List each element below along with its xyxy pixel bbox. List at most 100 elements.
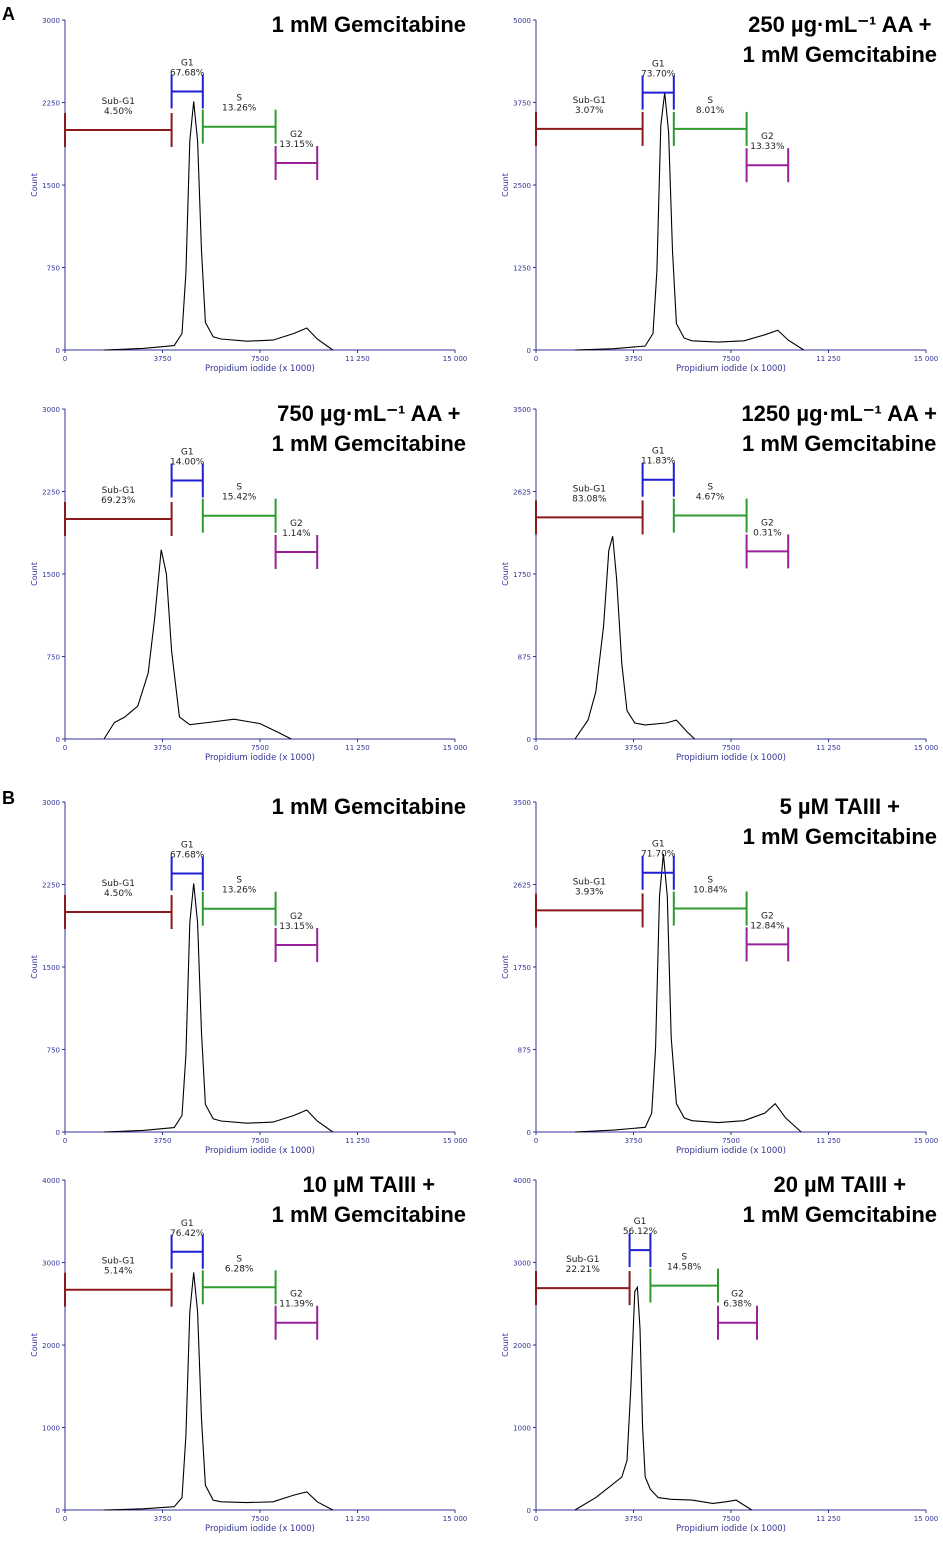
x-tick-label: 0: [63, 1515, 67, 1523]
y-tick-label: 0: [527, 1507, 531, 1515]
y-axis-label: Count: [30, 1333, 39, 1357]
y-tick-label: 1250: [513, 265, 531, 273]
gate-s-name: S: [707, 96, 713, 106]
gate-g2-name: G2: [761, 911, 774, 921]
y-tick-label: 875: [518, 1047, 531, 1055]
chart-panel: 0 750 1500 2250 3000 0 3750 7500 11 250 15 000 Pro…: [0, 0, 472, 387]
y-axis-label: Count: [30, 173, 39, 197]
gate-g1-percent: 11.83%: [641, 457, 676, 467]
y-tick-label: 5000: [513, 17, 531, 25]
gate-s-percent: 14.58%: [667, 1263, 702, 1273]
histogram-line: [574, 536, 695, 740]
gate-g1-name: G1: [181, 841, 194, 851]
x-tick-label: 0: [534, 1137, 538, 1145]
y-tick-label: 2625: [513, 882, 531, 890]
gate-g2-name: G2: [290, 1290, 303, 1300]
chart-panel: 0 875 1750 2625 3500 0 3750 7500 11 250 15 000 Pro…: [471, 782, 943, 1169]
x-tick-label: 3750: [154, 1515, 172, 1523]
chart-title-line: 1 mM Gemcitabine: [271, 12, 466, 37]
histogram-line: [103, 1272, 334, 1511]
gate-s-name: S: [707, 483, 713, 493]
y-tick-label: 2625: [513, 489, 531, 497]
histogram-line: [574, 1285, 753, 1511]
histogram-line: [574, 92, 805, 351]
x-axis-label: Propidium iodide (x 1000): [676, 1146, 786, 1156]
chart-title-line: 750 µg·mL⁻¹ AA +: [277, 401, 461, 426]
gate-g1-name: G1: [181, 1219, 194, 1229]
gate-g2-percent: 13.33%: [750, 142, 785, 152]
y-axis-label: Count: [501, 1333, 510, 1357]
y-tick-label: 1500: [42, 182, 60, 190]
gate-g2-name: G2: [290, 130, 303, 140]
gate-g2-percent: 6.38%: [723, 1300, 752, 1310]
gate-subg1-name: Sub-G1: [573, 96, 606, 106]
gate-g1-name: G1: [181, 59, 194, 69]
gate-g2-name: G2: [731, 1290, 744, 1300]
y-tick-label: 750: [47, 1047, 60, 1055]
x-axis-label: Propidium iodide (x 1000): [205, 753, 315, 763]
chart-panel: 0 875 1750 2625 3500 0 3750 7500 11 250 15 000 Pro…: [471, 389, 943, 776]
gate-g1-name: G1: [181, 448, 194, 458]
y-tick-label: 2250: [42, 882, 60, 890]
y-axis-label: Count: [30, 562, 39, 586]
histogram-chart: 0 750 1500 2250 3000 0 3750 7500 11 250 15 000 Pro…: [30, 799, 467, 1156]
x-tick-label: 0: [63, 744, 67, 752]
y-tick-label: 875: [518, 654, 531, 662]
y-tick-label: 1000: [513, 1425, 531, 1433]
gate-subg1-name: Sub-G1: [102, 1257, 135, 1267]
y-tick-label: 4000: [42, 1177, 60, 1185]
y-tick-label: 1750: [513, 571, 531, 579]
gate-subg1-percent: 3.93%: [575, 887, 604, 897]
y-tick-label: 0: [56, 347, 60, 355]
chart-title-line: 1250 µg·mL⁻¹ AA +: [741, 401, 937, 426]
gate-subg1-name: Sub-G1: [102, 879, 135, 889]
y-axis-label: Count: [501, 562, 510, 586]
gate-g1-name: G1: [652, 60, 665, 70]
chart-title: 10 µM TAIII + 1 mM Gemcitabine: [272, 1170, 466, 1230]
y-tick-label: 2000: [513, 1342, 531, 1350]
gate-g2-percent: 13.15%: [279, 922, 314, 932]
chart-title: 5 µM TAIII + 1 mM Gemcitabine: [743, 792, 937, 852]
gate-g1-name: G1: [634, 1217, 647, 1227]
x-tick-label: 0: [534, 744, 538, 752]
gate-subg1-name: Sub-G1: [573, 877, 606, 887]
x-axis-label: Propidium iodide (x 1000): [676, 1524, 786, 1534]
x-tick-label: 3750: [625, 1137, 643, 1145]
histogram-chart: 0 1250 2500 3750 5000 0 3750 7500 11 250 15 000 Pr…: [501, 17, 938, 374]
gate-g1-percent: 71.70%: [641, 850, 676, 860]
chart-title-line: 1 mM Gemcitabine: [742, 824, 937, 849]
x-tick-label: 11 250: [345, 744, 370, 752]
chart-title-line: 10 µM TAIII +: [302, 1172, 436, 1197]
gate-s-name: S: [681, 1253, 687, 1263]
chart-title: 1 mM Gemcitabine: [272, 10, 466, 40]
x-tick-label: 15 000: [914, 1515, 939, 1523]
gate-g1-percent: 56.12%: [623, 1227, 658, 1237]
histogram-chart: 0 750 1500 2250 3000 0 3750 7500 11 250 15 000 Pro…: [30, 406, 467, 763]
chart-title-line: 1 mM Gemcitabine: [742, 1202, 937, 1227]
gate-g2-percent: 0.31%: [753, 528, 782, 538]
y-tick-label: 750: [47, 654, 60, 662]
x-tick-label: 11 250: [816, 744, 841, 752]
chart-panel: 0 1250 2500 3750 5000 0 3750 7500 11 250 15 000 Pr…: [471, 0, 943, 387]
gate-s-name: S: [236, 483, 242, 493]
chart-title-line: 1 mM Gemcitabine: [271, 431, 466, 456]
y-tick-label: 2000: [42, 1342, 60, 1350]
gate-subg1-percent: 4.50%: [104, 889, 133, 899]
gate-s-percent: 8.01%: [696, 106, 725, 116]
x-tick-label: 7500: [722, 1515, 740, 1523]
chart-title: 20 µM TAIII + 1 mM Gemcitabine: [743, 1170, 937, 1230]
y-tick-label: 1500: [42, 571, 60, 579]
y-axis-label: Count: [501, 955, 510, 979]
y-tick-label: 750: [47, 265, 60, 273]
gate-g1-percent: 14.00%: [170, 458, 205, 468]
chart-title: 1250 µg·mL⁻¹ AA + 1 mM Gemcitabine: [741, 399, 937, 459]
x-axis-label: Propidium iodide (x 1000): [205, 364, 315, 374]
x-tick-label: 3750: [154, 744, 172, 752]
x-tick-label: 11 250: [345, 355, 370, 363]
chart-title: 250 µg·mL⁻¹ AA + 1 mM Gemcitabine: [743, 10, 937, 70]
x-tick-label: 11 250: [816, 1137, 841, 1145]
chart-title-line: 1 mM Gemcitabine: [271, 794, 466, 819]
gate-s-percent: 15.42%: [222, 493, 257, 503]
gate-g1-name: G1: [652, 447, 665, 457]
y-tick-label: 0: [527, 1129, 531, 1137]
